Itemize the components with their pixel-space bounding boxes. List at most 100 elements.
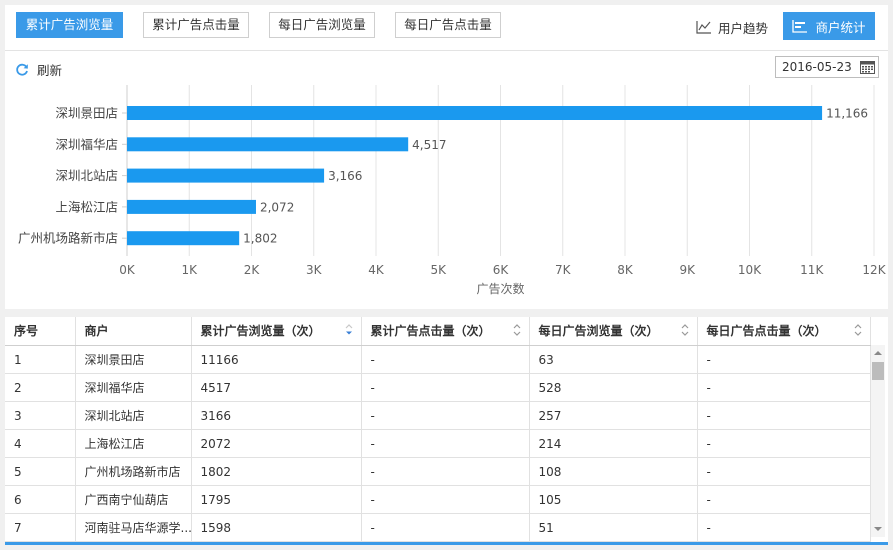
cell-cumulative-clicks: - — [361, 513, 530, 542]
table-row[interactable]: 5 广州机场路新市店 1802-108- — [5, 457, 871, 486]
col-header-index: 序号 — [5, 317, 76, 346]
cell-index: 7 — [5, 513, 76, 542]
x-tick-label: 3K — [306, 263, 323, 277]
cell-daily-views: 528 — [529, 373, 698, 402]
cell-merchant: 广州机场路新市店 — [75, 457, 192, 486]
table-row[interactable]: 2 深圳福华店 4517-528- — [5, 373, 871, 402]
bar-chart-icon — [792, 19, 808, 33]
bar — [127, 231, 240, 246]
cell-daily-clicks: - — [697, 485, 871, 514]
cell-daily-clicks: - — [697, 373, 871, 402]
cell-merchant: 上海松江店 — [75, 429, 192, 458]
merchant-table-panel: 序号 商户 累计广告浏览量（次） 累计广告点击量（次） 每日广告浏览量（次） 每… — [5, 317, 888, 545]
user-trend-label: 用户趋势 — [718, 20, 769, 36]
cell-cumulative-views: 1802 — [191, 457, 362, 486]
cell-cumulative-clicks: - — [361, 373, 530, 402]
sort-icon[interactable] — [513, 324, 521, 336]
tab-cumulative-clicks[interactable]: 累计广告点击量 — [143, 12, 249, 38]
x-tick-label: 12K — [862, 263, 886, 277]
refresh-label: 刷新 — [37, 63, 63, 78]
cell-cumulative-views: 1795 — [191, 485, 362, 514]
cell-merchant: 河南驻马店华源学... — [75, 513, 192, 542]
table-row[interactable]: 6 广西南宁仙葫店 1795-105- — [5, 485, 871, 514]
tab-daily-views[interactable]: 每日广告浏览量 — [269, 12, 375, 38]
bar-value-label: 11,166 — [826, 107, 868, 121]
bar — [127, 137, 409, 152]
table-row[interactable]: 4 上海松江店 2072-214- — [5, 429, 871, 458]
cell-cumulative-clicks: - — [361, 457, 530, 486]
scroll-up-arrow-icon[interactable] — [871, 347, 885, 359]
x-tick-label: 11K — [800, 263, 824, 277]
table-scrollbar[interactable] — [871, 345, 885, 537]
sort-icon[interactable] — [681, 324, 689, 336]
cell-cumulative-clicks: - — [361, 345, 530, 374]
y-category-label: 深圳福华店 — [55, 137, 118, 152]
cell-cumulative-views: 3166 — [191, 401, 362, 430]
chart-panel: 累计广告浏览量 累计广告点击量 每日广告浏览量 每日广告点击量 用户趋势 商户统… — [5, 5, 888, 309]
col-header-daily-clicks[interactable]: 每日广告点击量（次） — [697, 317, 871, 346]
col-header-cumulative-views[interactable]: 累计广告浏览量（次） — [191, 317, 362, 346]
cell-daily-views: 105 — [529, 485, 698, 514]
toolbar-divider — [5, 50, 888, 51]
cell-cumulative-views: 2072 — [191, 429, 362, 458]
refresh-icon — [16, 63, 28, 76]
bar — [127, 106, 823, 120]
user-trend-button[interactable]: 用户趋势 — [696, 17, 768, 37]
scroll-down-arrow-icon[interactable] — [871, 523, 885, 535]
merchant-stats-label: 商户统计 — [815, 19, 866, 35]
y-category-label: 广州机场路新市店 — [18, 231, 118, 246]
cell-daily-views: 63 — [529, 345, 698, 374]
bar-value-label: 4,517 — [412, 138, 446, 152]
col-header-daily-views[interactable]: 每日广告浏览量（次） — [529, 317, 698, 346]
cell-merchant: 深圳景田店 — [75, 345, 192, 374]
cell-daily-clicks: - — [697, 513, 871, 542]
cell-merchant: 广西南宁仙葫店 — [75, 485, 192, 514]
col-header-cumulative-clicks[interactable]: 累计广告点击量（次） — [361, 317, 530, 346]
cell-index: 6 — [5, 485, 76, 514]
date-value: 2016-05-23 — [782, 60, 852, 74]
cell-index: 1 — [5, 345, 76, 374]
scroll-thumb[interactable] — [872, 362, 884, 380]
cell-index: 3 — [5, 401, 76, 430]
cell-daily-clicks: - — [697, 401, 871, 430]
sort-icon[interactable] — [854, 324, 862, 336]
bar — [127, 168, 325, 183]
x-tick-label: 10K — [738, 263, 762, 277]
x-tick-label: 5K — [430, 263, 447, 277]
cell-cumulative-clicks: - — [361, 429, 530, 458]
table-row[interactable]: 1 深圳景田店 11166-63- — [5, 345, 871, 374]
x-tick-label: 7K — [555, 263, 572, 277]
merchant-stats-button[interactable]: 商户统计 — [783, 12, 875, 40]
table-row[interactable]: 7 河南驻马店华源学... 1598-51- — [5, 513, 871, 542]
table-row[interactable]: 3 深圳北站店 3166-257- — [5, 401, 871, 430]
bar-value-label: 2,072 — [260, 200, 294, 214]
y-category-label: 深圳景田店 — [55, 106, 118, 121]
refresh-button[interactable]: 刷新 — [15, 60, 62, 79]
merchant-views-bar-chart: 0K 1K 2K 3K 4K 5K 6K 7K 8K 9K 10K 11K 12K 11,166 深圳景田店… — [18, 85, 887, 296]
tab-daily-clicks[interactable]: 每日广告点击量 — [395, 12, 501, 38]
calendar-icon[interactable] — [860, 60, 875, 74]
cell-daily-clicks: - — [697, 345, 871, 374]
date-picker[interactable]: 2016-05-23 — [775, 56, 879, 78]
cell-cumulative-views: 11166 — [191, 345, 362, 374]
cell-cumulative-views: 4517 — [191, 373, 362, 402]
cell-merchant: 深圳福华店 — [75, 373, 192, 402]
x-tick-label: 1K — [181, 263, 198, 277]
cell-daily-views: 257 — [529, 401, 698, 430]
table-header-row: 序号 商户 累计广告浏览量（次） 累计广告点击量（次） 每日广告浏览量（次） 每… — [5, 317, 871, 346]
cell-daily-views: 214 — [529, 429, 698, 458]
cell-daily-clicks: - — [697, 457, 871, 486]
cell-index: 2 — [5, 373, 76, 402]
x-tick-label: 6K — [493, 263, 510, 277]
x-tick-label: 9K — [679, 263, 696, 277]
x-tick-label: 8K — [617, 263, 634, 277]
sort-desc-icon[interactable] — [345, 324, 353, 336]
x-axis-title: 广告次数 — [476, 281, 524, 296]
cell-daily-views: 51 — [529, 513, 698, 542]
cell-daily-clicks: - — [697, 429, 871, 458]
cell-cumulative-clicks: - — [361, 401, 530, 430]
bar — [127, 199, 256, 214]
cell-index: 5 — [5, 457, 76, 486]
col-header-merchant: 商户 — [75, 317, 192, 346]
tab-cumulative-views[interactable]: 累计广告浏览量 — [16, 12, 123, 38]
